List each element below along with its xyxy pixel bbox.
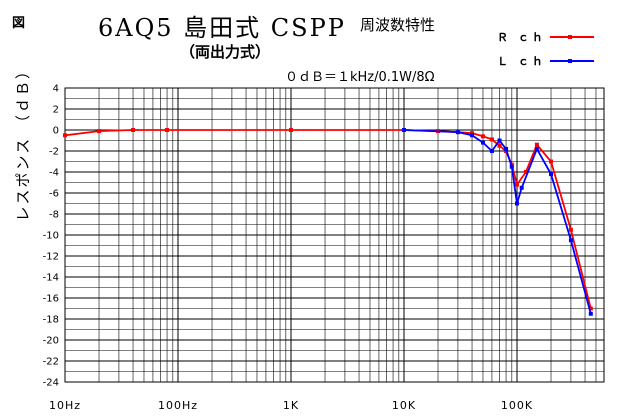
y-tick-label: -8 xyxy=(49,210,59,221)
data-point xyxy=(549,172,554,177)
x-tick-label: 100Hz xyxy=(158,399,198,412)
data-point xyxy=(97,129,102,134)
data-point xyxy=(509,164,514,169)
data-point xyxy=(523,170,528,174)
data-point xyxy=(519,185,524,190)
series-line xyxy=(403,129,592,315)
x-tick-label: 100K xyxy=(501,399,533,412)
data-point xyxy=(504,146,509,151)
x-tick-label: 1K xyxy=(283,399,299,412)
y-tick-label: 4 xyxy=(53,84,59,95)
data-point xyxy=(470,131,475,136)
data-point xyxy=(165,128,170,132)
data-point xyxy=(470,133,475,138)
data-point xyxy=(455,130,460,135)
data-point xyxy=(402,128,406,132)
legend-label: Ｒ ｃｈ xyxy=(497,31,546,44)
data-point xyxy=(489,137,494,142)
y-tick-label: -6 xyxy=(49,189,59,200)
data-point xyxy=(515,182,519,187)
y-tick-label: -24 xyxy=(43,378,59,389)
data-point xyxy=(480,140,485,145)
data-point xyxy=(549,159,554,164)
reference-note: ０ｄＢ＝１kHz/0.1W/8Ω xyxy=(285,70,435,85)
data-point xyxy=(489,149,494,153)
figure-label: 図 xyxy=(12,16,26,31)
series-rch xyxy=(63,128,593,311)
y-tick-label: -12 xyxy=(43,252,59,263)
data-point xyxy=(534,146,539,151)
y-tick-label: -10 xyxy=(43,231,59,242)
y-tick-label: -4 xyxy=(49,168,59,179)
data-point xyxy=(515,201,519,206)
chart-subtitle: （両出力式） xyxy=(180,43,271,61)
data-point xyxy=(289,128,293,132)
y-tick-label: -18 xyxy=(43,315,59,326)
data-point xyxy=(588,306,593,311)
legend-marker xyxy=(568,59,572,63)
data-point xyxy=(497,143,502,148)
grid xyxy=(64,87,605,383)
y-tick-label: -22 xyxy=(43,357,59,368)
legend-label: Ｌ ｃｈ xyxy=(497,55,546,68)
data-point xyxy=(63,133,67,138)
data-point xyxy=(534,142,539,147)
data-point xyxy=(480,134,485,139)
y-tick-label: -14 xyxy=(43,273,59,284)
y-tick-label: -20 xyxy=(43,336,59,347)
axis-ticks: 4 2 0 -2 -4 -6 -8 -10 -12 -14 -16 -18 -20 -22 -24 10Hz 1… xyxy=(43,84,533,413)
data-point xyxy=(131,128,136,132)
y-tick-label: -16 xyxy=(43,294,59,305)
legend-marker xyxy=(568,35,572,39)
y-tick-label: 2 xyxy=(53,105,59,116)
y-tick-label: 0 xyxy=(53,126,59,137)
legend: Ｒ ｃｈ Ｌ ｃｈ xyxy=(497,31,594,68)
chart-title: 6AQ5 島田式 CSPP xyxy=(98,14,346,42)
data-point xyxy=(588,311,593,316)
x-tick-label: 10Hz xyxy=(49,399,81,412)
series-lines xyxy=(63,128,593,316)
chart-title-suffix: 周波数特性 xyxy=(360,16,436,34)
data-point xyxy=(568,227,573,232)
data-point xyxy=(497,138,502,143)
x-tick-label: 10K xyxy=(392,399,416,412)
data-point xyxy=(568,238,573,243)
y-tick-label: -2 xyxy=(49,147,59,158)
series-lch xyxy=(402,128,593,316)
